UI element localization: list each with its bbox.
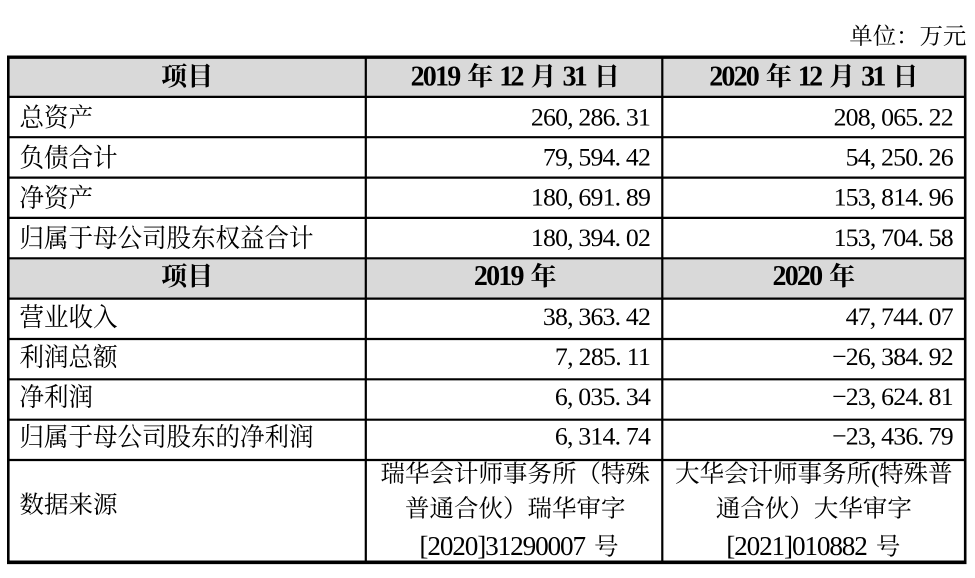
svg-text:−26, 384. 92: −26, 384. 92 — [832, 342, 954, 371]
svg-text:2020: 2020 — [709, 61, 760, 92]
svg-text:180, 394. 02: 180, 394. 02 — [531, 223, 651, 252]
svg-text:47, 744. 07: 47, 744. 07 — [846, 302, 954, 331]
svg-text:6, 035. 34: 6, 035. 34 — [555, 382, 651, 411]
svg-text:31: 31 — [563, 61, 588, 92]
svg-text:180, 691. 89: 180, 691. 89 — [531, 183, 651, 212]
svg-text:(: ( — [871, 459, 880, 488]
svg-text:31: 31 — [861, 61, 886, 92]
svg-text:153, 814. 96: 153, 814. 96 — [834, 183, 954, 212]
svg-text:7, 285. 11: 7, 285. 11 — [555, 342, 651, 371]
svg-text:6, 314. 74: 6, 314. 74 — [555, 422, 651, 451]
svg-text:−23, 624. 81: −23, 624. 81 — [832, 382, 954, 411]
svg-text:12: 12 — [798, 61, 823, 92]
svg-text:38, 363. 42: 38, 363. 42 — [543, 302, 651, 331]
svg-text:[2020]31290007: [2020]31290007 — [419, 531, 586, 561]
svg-text:54, 250. 26: 54, 250. 26 — [846, 143, 954, 172]
svg-text:2019: 2019 — [474, 261, 525, 292]
svg-text:153, 704. 58: 153, 704. 58 — [834, 223, 954, 252]
svg-text:260, 286. 31: 260, 286. 31 — [531, 102, 651, 131]
svg-text:2019: 2019 — [411, 61, 462, 92]
svg-text:−23, 436. 79: −23, 436. 79 — [832, 422, 954, 451]
svg-text:208, 065. 22: 208, 065. 22 — [834, 102, 954, 131]
svg-text:[2021]010882: [2021]010882 — [726, 531, 868, 561]
svg-text:12: 12 — [499, 61, 524, 92]
svg-text:2020: 2020 — [773, 261, 824, 292]
svg-text:79, 594. 42: 79, 594. 42 — [543, 143, 651, 172]
